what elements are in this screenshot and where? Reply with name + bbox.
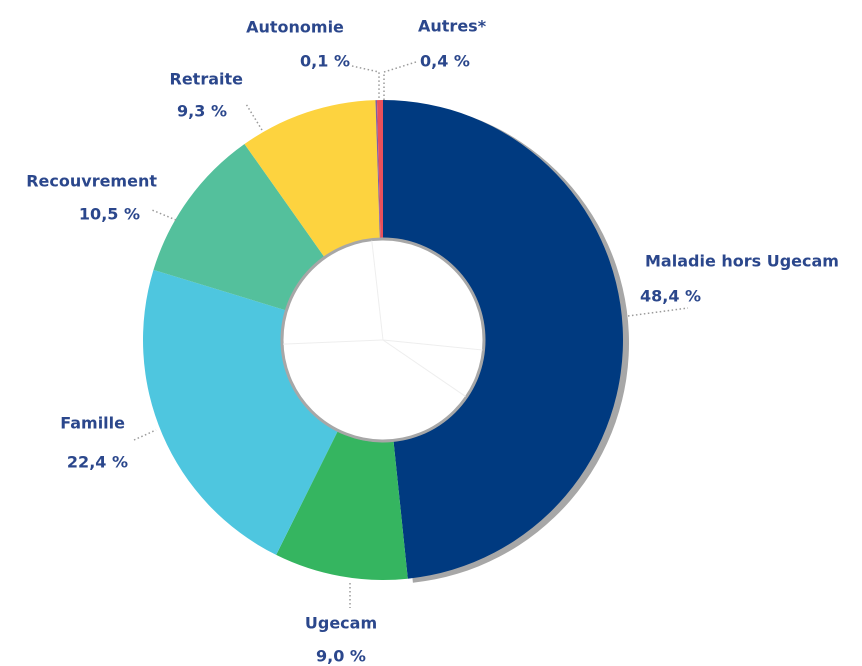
- leader-line: [245, 103, 263, 131]
- slice: [376, 100, 383, 239]
- slice: [276, 431, 408, 581]
- value-label: 22,4 %: [67, 453, 128, 472]
- hole-line: [382, 339, 466, 397]
- hole-line: [371, 240, 384, 341]
- slice: [244, 100, 380, 257]
- leader-line: [133, 429, 157, 441]
- slice-label: Retraite: [170, 70, 244, 89]
- leader-line: [151, 209, 177, 221]
- value-label: 10,5 %: [79, 205, 140, 224]
- hole-line: [283, 339, 384, 345]
- leader-line: [627, 307, 689, 317]
- slice: [142, 269, 338, 555]
- leader-line: [383, 61, 417, 100]
- value-label: 48,4 %: [640, 287, 701, 306]
- slice-label: Autonomie: [246, 18, 344, 37]
- value-label: 0,1 %: [300, 52, 350, 71]
- slice-label: Ugecam: [305, 614, 377, 633]
- value-label: 9,0 %: [316, 647, 366, 666]
- hole-line: [382, 339, 483, 351]
- value-label: 9,3 %: [177, 102, 227, 121]
- slice-label: Maladie hors Ugecam: [645, 252, 839, 271]
- slice: [153, 143, 325, 311]
- donut: [142, 100, 630, 583]
- leader-line: [351, 65, 380, 100]
- slice: [383, 100, 624, 579]
- slice-label: Autres*: [418, 17, 487, 36]
- value-label: 0,4 %: [420, 52, 470, 71]
- slice: [375, 100, 381, 239]
- slice-label: Famille: [60, 414, 125, 433]
- leaders: [133, 61, 689, 608]
- slice-label: Recouvrement: [26, 172, 157, 191]
